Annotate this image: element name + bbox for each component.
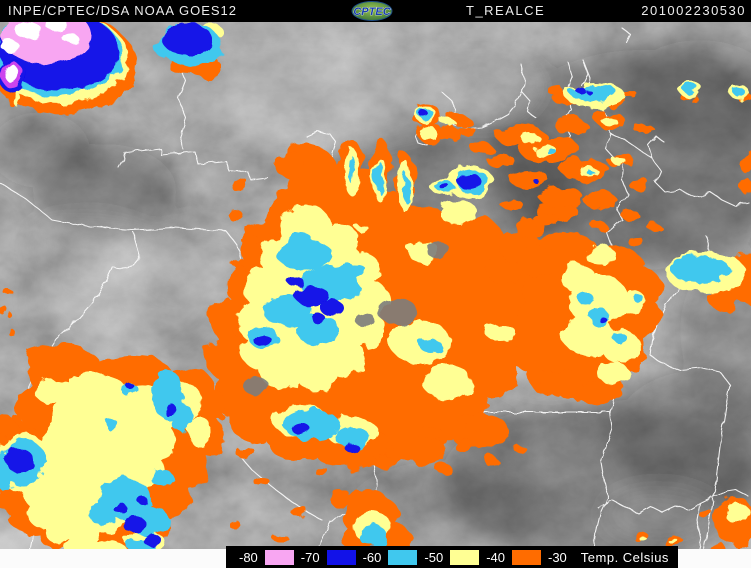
cptec-logo-text: CPTEC bbox=[353, 6, 391, 18]
legend-swatch-yellow bbox=[450, 549, 480, 565]
legend-temp-label: -70 bbox=[300, 549, 320, 565]
source-label: INPE/CPTEC/DSA NOAA GOES12 bbox=[8, 3, 238, 18]
legend-items: -80 -70 -60 -50 -40 -30 bbox=[235, 549, 571, 565]
legend-title: Temp. Celsius bbox=[580, 549, 669, 565]
legend-swatch-pink bbox=[264, 549, 294, 565]
legend-swatch-blue bbox=[326, 549, 356, 565]
legend-temp-label: -30 bbox=[547, 549, 567, 565]
product-label: T_REALCE bbox=[466, 3, 546, 18]
title-bar: INPE/CPTEC/DSA NOAA GOES12 CPTEC T_REALC… bbox=[0, 0, 751, 22]
legend-swatch-orange bbox=[511, 549, 541, 565]
legend-temp-label: -80 bbox=[239, 549, 258, 565]
enhancement-pink-minus70 bbox=[1, 8, 92, 88]
timestamp-label: 201002230530 bbox=[641, 3, 746, 18]
legend-temp-label: -60 bbox=[362, 549, 382, 565]
cptec-logo-icon: CPTEC bbox=[351, 1, 393, 21]
legend-swatch-cyan bbox=[388, 549, 418, 565]
legend-temp-label: -50 bbox=[424, 549, 444, 565]
temperature-legend: -80 -70 -60 -50 -40 -30 Temp. Celsius bbox=[226, 546, 678, 568]
legend-temp-label: -40 bbox=[486, 549, 505, 565]
